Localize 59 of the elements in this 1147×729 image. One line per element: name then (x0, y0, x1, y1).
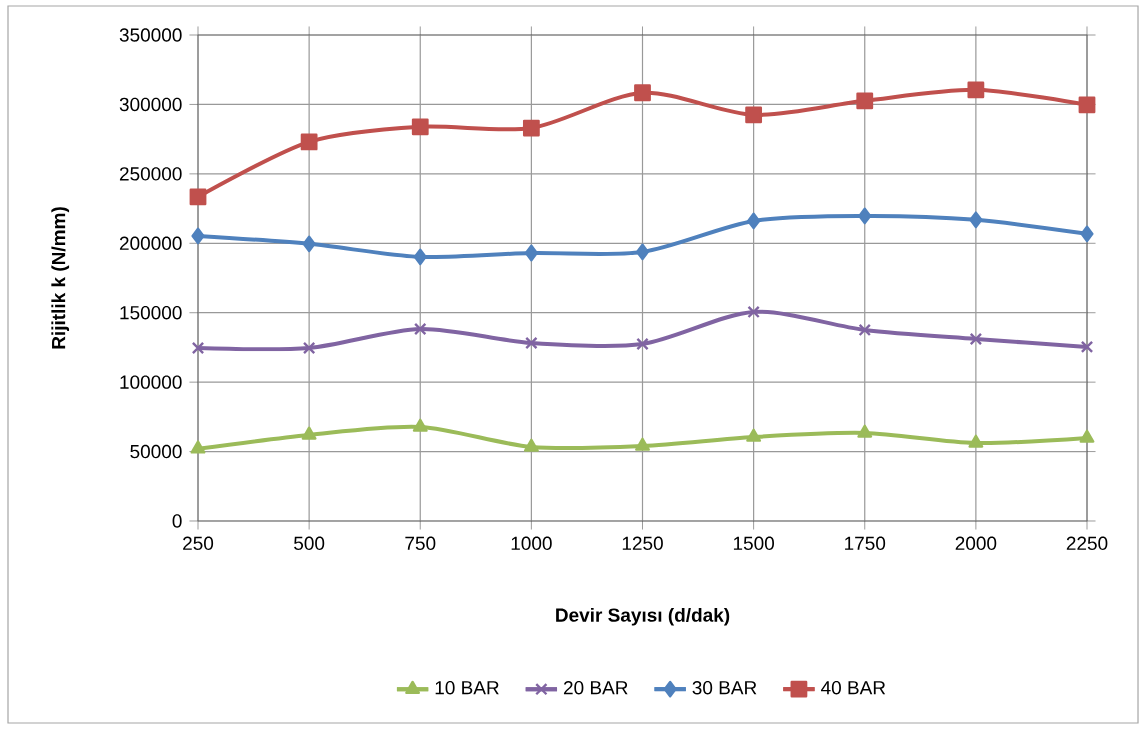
point (634, 84, 651, 102)
x-axis-title: Devir Sayısı (d/dak) (556, 607, 730, 626)
legend-label: 40 BAR (821, 681, 886, 695)
point (635, 437, 650, 451)
point (858, 323, 872, 337)
point (411, 118, 429, 136)
y-tick-label: 150000 (120, 305, 182, 320)
point (191, 341, 205, 355)
point (747, 305, 760, 319)
point (300, 133, 318, 151)
point (745, 106, 763, 124)
point (525, 336, 538, 350)
x-tick-label: 1500 (733, 536, 774, 551)
x-tick-label: 1250 (622, 536, 663, 551)
point (1079, 429, 1095, 443)
point (413, 322, 427, 336)
y-tick-label: 0 (172, 514, 182, 528)
y-axis-title: Rijitlik k (N/mm) (51, 207, 70, 349)
legend-label: 10 BAR (435, 681, 499, 695)
point (1080, 225, 1094, 243)
y-tick-label: 100000 (120, 375, 182, 389)
point (968, 434, 984, 448)
point (190, 440, 206, 454)
x-tick-label: 250 (183, 536, 214, 551)
point (967, 81, 985, 99)
y-tick-label: 200000 (119, 236, 182, 251)
point (523, 438, 539, 452)
y-tick-label: 50000 (130, 444, 182, 459)
point (636, 337, 649, 351)
x-tick-label: 2250 (1066, 536, 1108, 551)
legend-label: 30 BAR (692, 681, 757, 695)
y-tick-label: 250000 (119, 167, 182, 181)
point (746, 428, 762, 442)
y-tick-label: 350000 (119, 28, 182, 42)
point (856, 92, 874, 110)
point (747, 212, 761, 230)
point (302, 341, 316, 355)
point (1080, 340, 1094, 354)
x-tick-label: 500 (294, 536, 325, 551)
point (301, 426, 317, 440)
point (191, 227, 205, 245)
x-tick-label: 750 (405, 536, 436, 551)
point (302, 235, 316, 253)
point (412, 418, 428, 432)
point (413, 248, 427, 266)
x-tick-label: 1000 (511, 536, 552, 551)
point (858, 207, 872, 225)
point (1078, 96, 1096, 114)
point (189, 188, 207, 206)
point (524, 244, 538, 262)
point (857, 424, 873, 438)
point (969, 332, 983, 346)
point (635, 243, 650, 261)
point (522, 119, 540, 137)
x-tick-label: 1750 (845, 536, 886, 551)
legend-label: 20 BAR (563, 681, 628, 695)
y-tick-label: 300000 (119, 97, 182, 112)
point (969, 211, 983, 229)
x-tick-label: 2000 (955, 536, 997, 551)
